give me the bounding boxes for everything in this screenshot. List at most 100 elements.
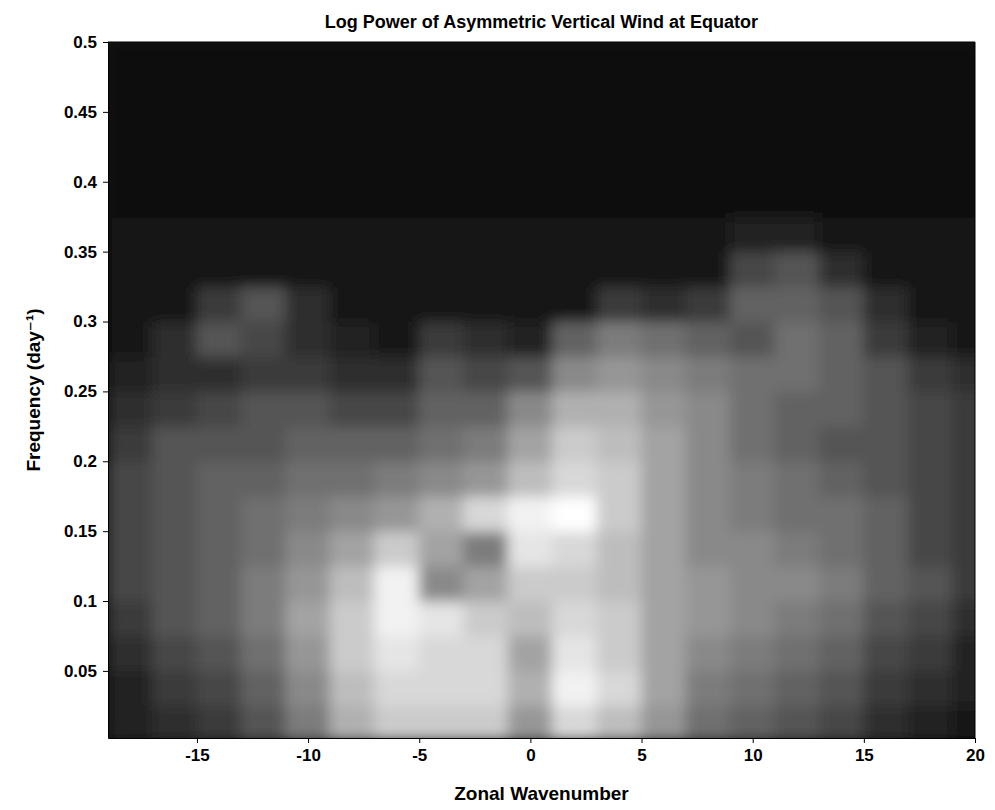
- tick-mark: [419, 738, 420, 743]
- heatmap-cell: [241, 670, 286, 706]
- heatmap-cell: [819, 705, 864, 738]
- tick: -5: [412, 738, 427, 765]
- plot-background: [108, 42, 975, 738]
- heatmap-cell: [152, 601, 197, 637]
- tick: 0: [526, 738, 535, 765]
- heatmap-cell: [952, 181, 975, 217]
- tick-mark: [864, 738, 865, 743]
- tick-label: 0.15: [64, 522, 97, 541]
- heatmap-cell: [152, 321, 197, 357]
- heatmap-cell: [641, 356, 686, 392]
- heatmap-cell: [730, 146, 775, 182]
- heatmap-cell: [241, 496, 286, 532]
- heatmap-cell: [419, 181, 464, 217]
- heatmap-cell: [686, 635, 731, 671]
- heatmap-cell: [908, 635, 953, 671]
- heatmap-cell: [241, 391, 286, 427]
- heatmap-cell: [730, 321, 775, 357]
- heatmap-cell: [419, 670, 464, 706]
- heatmap-cell: [108, 531, 153, 567]
- heatmap-cell: [819, 426, 864, 462]
- tick-label: 0.35: [64, 243, 97, 262]
- heatmap-cell: [152, 566, 197, 602]
- heatmap-cell: [908, 705, 953, 738]
- heatmap-cell: [597, 566, 642, 602]
- heatmap-cell: [730, 531, 775, 567]
- heatmap-cell: [641, 181, 686, 217]
- heatmap-cell: [774, 76, 819, 112]
- heatmap-cell: [908, 356, 953, 392]
- tick: 0.15: [64, 522, 108, 541]
- heatmap-cell: [774, 461, 819, 497]
- heatmap-cell: [819, 601, 864, 637]
- heatmap-cell: [285, 601, 330, 637]
- heatmap-cell: [597, 321, 642, 357]
- heatmap-cell: [774, 566, 819, 602]
- heatmap-cell: [819, 356, 864, 392]
- tick: 0.3: [73, 312, 108, 331]
- heatmap-cell: [508, 461, 553, 497]
- heatmap-cell: [552, 181, 597, 217]
- heatmap-cell: [196, 635, 241, 671]
- tick-mark: [753, 738, 754, 743]
- heatmap-cell: [730, 216, 775, 252]
- heatmap-cell: [108, 461, 153, 497]
- tick: 0.35: [64, 243, 108, 262]
- heatmap-cell: [552, 356, 597, 392]
- heatmap-cell: [196, 42, 241, 77]
- heatmap-cell: [374, 391, 419, 427]
- heatmap-cell: [108, 146, 153, 182]
- heatmap-cell: [774, 251, 819, 287]
- heatmap-cell: [597, 426, 642, 462]
- heatmap-cell: [285, 426, 330, 462]
- heatmap-cell: [108, 566, 153, 602]
- heatmap-cell: [152, 496, 197, 532]
- heatmap-cell: [241, 181, 286, 217]
- heatmap-cell: [641, 251, 686, 287]
- heatmap-cell: [552, 601, 597, 637]
- heatmap-cell: [863, 42, 908, 77]
- heatmap-cell: [641, 42, 686, 77]
- heatmap-cell: [863, 635, 908, 671]
- heatmap-cell: [819, 321, 864, 357]
- heatmap-cell: [686, 670, 731, 706]
- heatmap-cell: [241, 635, 286, 671]
- heatmap-cell: [552, 146, 597, 182]
- tick-label: 0: [526, 746, 535, 765]
- heatmap-cell: [196, 321, 241, 357]
- heatmap-cell: [686, 111, 731, 147]
- heatmap-cell: [419, 251, 464, 287]
- tick-mark: [103, 112, 108, 113]
- heatmap-cell: [463, 42, 508, 77]
- heatmap-cell: [152, 531, 197, 567]
- heatmap-cell: [285, 670, 330, 706]
- chart: -15-10-5051015200.050.10.150.20.250.30.3…: [0, 0, 995, 810]
- heatmap-cell: [774, 181, 819, 217]
- heatmap-cell: [863, 705, 908, 738]
- heatmap-cell: [285, 496, 330, 532]
- heatmap-cell: [463, 496, 508, 532]
- heatmap-cell: [508, 146, 553, 182]
- heatmap-cell: [285, 286, 330, 322]
- heatmap-cell: [419, 496, 464, 532]
- heatmap-cell: [508, 670, 553, 706]
- heatmap-cell: [374, 566, 419, 602]
- tick: 0.4: [73, 173, 108, 192]
- x-axis-line: [109, 738, 976, 739]
- heatmap-cell: [241, 531, 286, 567]
- heatmap-cell: [374, 461, 419, 497]
- heatmap-cell: [285, 76, 330, 112]
- heatmap-cell: [330, 321, 375, 357]
- heatmap-cell: [597, 356, 642, 392]
- heatmap-cell: [641, 216, 686, 252]
- heatmap-cell: [908, 251, 953, 287]
- heatmap-cell: [774, 635, 819, 671]
- heatmap-cell: [152, 705, 197, 738]
- heatmap-cell: [463, 111, 508, 147]
- heatmap-cell: [108, 635, 153, 671]
- heatmap-cell: [819, 531, 864, 567]
- heatmap-cell: [597, 391, 642, 427]
- heatmap-cell: [374, 111, 419, 147]
- tick-mark: [103, 391, 108, 392]
- heatmap-cell: [863, 601, 908, 637]
